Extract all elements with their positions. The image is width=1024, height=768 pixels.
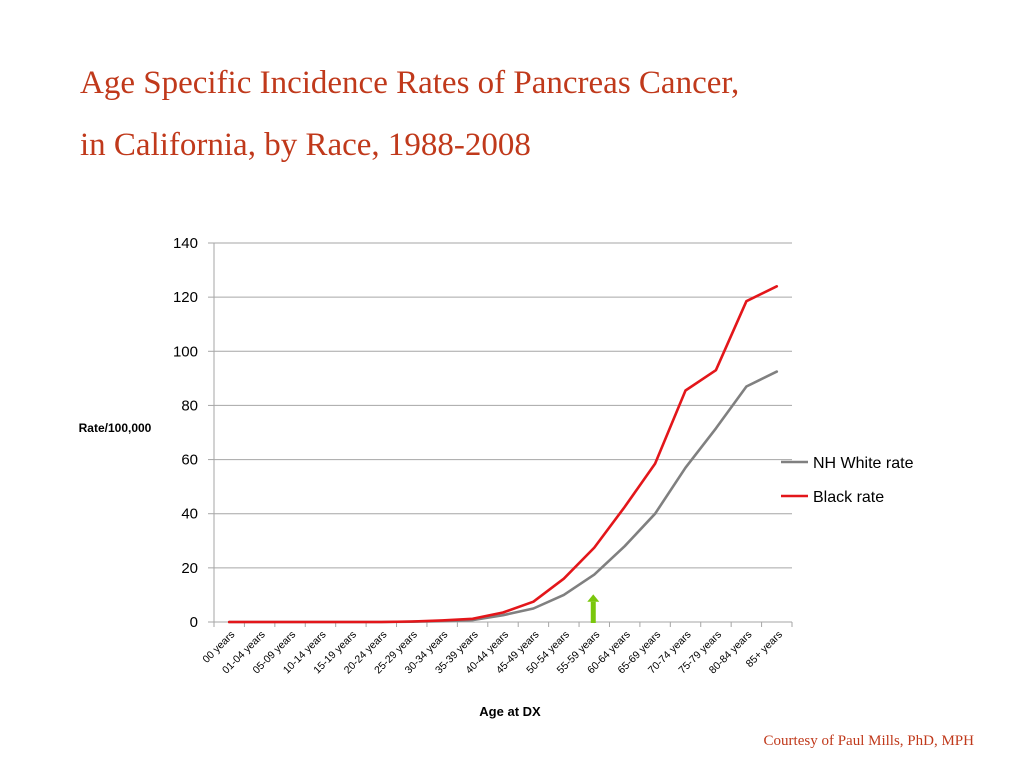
x-axis-label: Age at DX: [479, 704, 541, 719]
series-layer: [227, 284, 779, 624]
annotation-layer: [587, 594, 600, 623]
arrow-shaft: [590, 601, 596, 623]
slide-title: Age Specific Incidence Rates of Pancreas…: [80, 52, 739, 176]
arrow-head: [587, 594, 600, 602]
y-tick-label: 120: [173, 289, 198, 306]
legend-label: NH White rate: [813, 455, 914, 472]
legend: NH White rate Black rate: [781, 455, 914, 506]
y-tick-label: 40: [181, 506, 198, 523]
y-tick-label: 0: [190, 614, 198, 631]
legend-label: Black rate: [813, 489, 884, 506]
slide-title-line1: Age Specific Incidence Rates of Pancreas…: [80, 65, 740, 101]
grid-layer: [214, 242, 792, 569]
slide-title-line2: in California, by Race, 1988-2008: [80, 127, 531, 163]
marker-arrow: [587, 594, 600, 623]
y-tick-label: 100: [173, 343, 198, 360]
series-line-nh-white-rate: [227, 370, 779, 624]
y-axis-label: Rate/100,000: [79, 421, 152, 435]
y-tick-label: 20: [181, 560, 198, 577]
series-line-black-rate: [227, 284, 779, 624]
credit-text: Courtesy of Paul Mills, PhD, MPH: [763, 733, 974, 749]
y-tick-label: 60: [181, 452, 198, 469]
y-tick-label: 80: [181, 397, 198, 414]
y-tick-label: 140: [173, 235, 198, 252]
